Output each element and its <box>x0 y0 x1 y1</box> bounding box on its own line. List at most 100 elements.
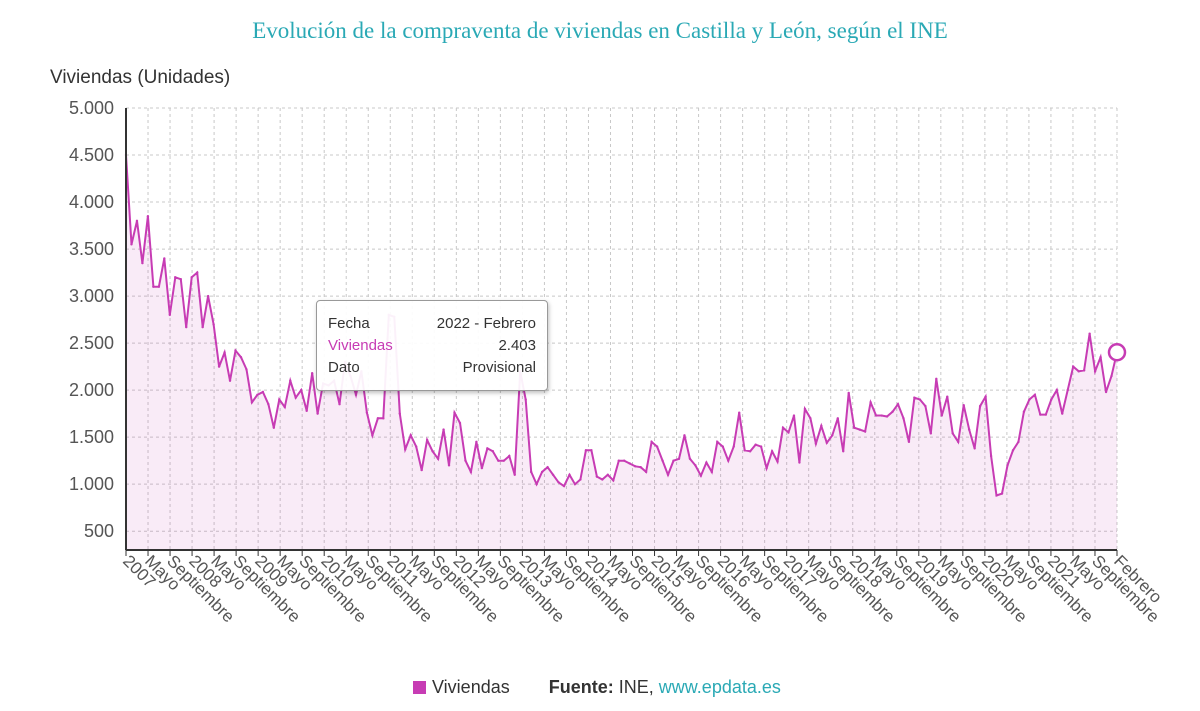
data-point[interactable] <box>601 478 604 481</box>
data-point[interactable] <box>502 459 505 462</box>
data-point[interactable] <box>316 412 319 415</box>
data-point[interactable] <box>639 466 642 469</box>
data-point[interactable] <box>436 457 440 460</box>
data-point[interactable] <box>524 398 527 401</box>
data-point[interactable] <box>289 379 292 382</box>
data-point[interactable] <box>568 473 571 476</box>
data-point[interactable] <box>644 470 648 474</box>
data-point[interactable] <box>283 405 286 409</box>
data-point[interactable] <box>1039 413 1042 416</box>
data-point[interactable] <box>792 414 796 417</box>
data-point[interactable] <box>770 450 774 453</box>
data-point[interactable] <box>300 388 303 392</box>
data-point[interactable] <box>179 277 182 281</box>
data-point[interactable] <box>973 447 976 450</box>
data-point[interactable] <box>535 482 538 486</box>
data-point[interactable] <box>294 396 297 399</box>
data-point[interactable] <box>869 401 872 404</box>
data-point[interactable] <box>896 403 900 406</box>
data-point[interactable] <box>152 285 155 288</box>
data-point[interactable] <box>858 428 861 431</box>
data-point[interactable] <box>239 356 243 359</box>
data-point[interactable] <box>278 398 281 401</box>
data-point[interactable] <box>913 396 916 399</box>
data-point[interactable] <box>480 466 484 470</box>
data-point[interactable] <box>727 459 730 462</box>
data-point[interactable] <box>967 428 971 431</box>
data-point[interactable] <box>206 294 210 298</box>
data-point[interactable] <box>989 454 993 458</box>
data-point[interactable] <box>250 401 254 404</box>
data-point[interactable] <box>918 398 922 401</box>
data-point[interactable] <box>431 450 434 453</box>
data-point[interactable] <box>135 219 139 223</box>
data-point[interactable] <box>710 470 714 474</box>
data-point[interactable] <box>1104 390 1108 394</box>
data-point[interactable] <box>338 403 341 406</box>
data-point[interactable] <box>195 271 199 274</box>
data-point[interactable] <box>365 411 369 414</box>
data-point[interactable] <box>1050 398 1053 401</box>
data-point[interactable] <box>376 417 380 420</box>
data-point[interactable] <box>217 365 221 368</box>
data-point[interactable] <box>1110 374 1113 378</box>
data-point[interactable] <box>261 390 265 394</box>
data-point[interactable] <box>267 403 270 406</box>
data-point[interactable] <box>1071 365 1075 368</box>
data-point[interactable] <box>1017 440 1020 444</box>
data-point[interactable] <box>174 276 177 279</box>
data-point[interactable] <box>382 417 385 420</box>
data-point[interactable] <box>157 285 161 288</box>
data-point[interactable] <box>398 412 401 415</box>
data-point[interactable] <box>666 473 670 476</box>
data-point[interactable] <box>820 424 823 428</box>
data-point[interactable] <box>146 214 150 218</box>
data-point[interactable] <box>1088 332 1091 335</box>
data-point[interactable] <box>1077 370 1080 373</box>
data-point[interactable] <box>163 257 166 260</box>
data-point[interactable] <box>404 448 407 451</box>
data-point[interactable] <box>929 432 933 435</box>
data-point[interactable] <box>305 409 308 413</box>
data-point[interactable] <box>469 470 473 474</box>
data-point[interactable] <box>606 473 610 476</box>
data-point[interactable] <box>661 459 664 462</box>
data-point[interactable] <box>765 466 768 470</box>
data-point[interactable] <box>628 462 631 465</box>
data-point[interactable] <box>272 426 276 429</box>
legend-series-name[interactable]: Viviendas <box>432 677 510 697</box>
data-point[interactable] <box>863 430 867 433</box>
data-point[interactable] <box>491 450 495 453</box>
data-point[interactable] <box>1082 369 1086 372</box>
data-point[interactable] <box>650 440 653 444</box>
data-point[interactable] <box>825 441 829 444</box>
data-point[interactable] <box>212 323 215 326</box>
data-point[interactable] <box>776 460 779 463</box>
data-point[interactable] <box>185 325 188 329</box>
data-point[interactable] <box>551 473 555 476</box>
data-point[interactable] <box>1028 398 1031 401</box>
data-point[interactable] <box>891 410 894 413</box>
data-point[interactable] <box>190 276 193 279</box>
data-point[interactable] <box>699 474 703 477</box>
highlighted-data-point[interactable] <box>1107 342 1127 362</box>
data-point[interactable] <box>508 454 511 458</box>
data-point[interactable] <box>612 479 615 482</box>
data-point[interactable] <box>453 411 456 414</box>
data-point[interactable] <box>902 417 905 420</box>
data-point[interactable] <box>831 434 834 437</box>
data-point[interactable] <box>584 449 588 452</box>
data-point[interactable] <box>228 379 232 382</box>
data-point[interactable] <box>924 404 927 408</box>
data-point[interactable] <box>486 447 489 450</box>
data-point[interactable] <box>458 421 462 425</box>
data-point[interactable] <box>1055 388 1058 392</box>
data-point[interactable] <box>814 442 818 445</box>
data-point[interactable] <box>633 465 637 468</box>
data-point[interactable] <box>716 440 719 444</box>
data-point[interactable] <box>852 426 856 429</box>
data-point[interactable] <box>962 403 965 407</box>
data-point[interactable] <box>847 391 850 395</box>
data-point[interactable] <box>464 459 467 462</box>
data-point[interactable] <box>1099 356 1102 359</box>
